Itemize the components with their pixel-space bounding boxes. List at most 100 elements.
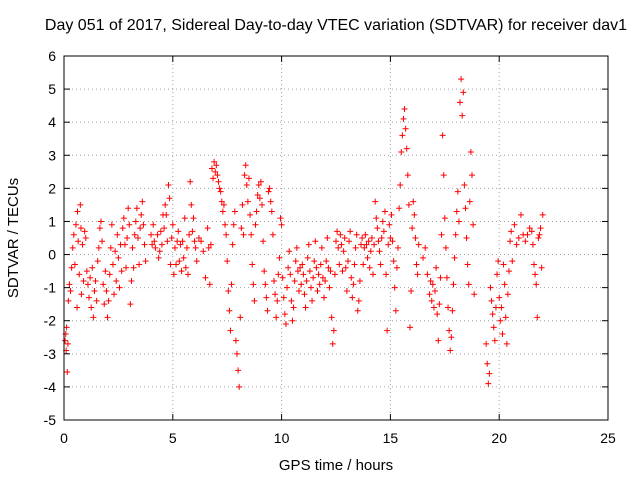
data-point	[432, 287, 439, 294]
data-point	[381, 208, 388, 215]
y-tick-label: -2	[44, 313, 57, 329]
data-point	[354, 307, 361, 314]
data-point	[281, 311, 288, 318]
data-point	[176, 258, 183, 265]
data-point	[534, 314, 541, 321]
data-point	[424, 271, 431, 278]
data-point	[245, 175, 252, 182]
data-point	[168, 235, 175, 241]
data-point	[340, 248, 347, 255]
data-point	[341, 235, 348, 241]
data-point	[504, 291, 511, 298]
data-point	[214, 172, 221, 179]
data-point	[179, 238, 186, 245]
data-point	[149, 241, 156, 248]
data-point	[93, 297, 100, 304]
y-tick-label: 0	[48, 247, 56, 263]
x-tick-labels: 0 5 10 15 20 25	[60, 430, 616, 446]
data-point	[71, 261, 78, 268]
data-point	[445, 304, 452, 311]
data-point	[342, 264, 349, 271]
data-point	[502, 314, 509, 321]
data-point	[403, 145, 410, 152]
data-point	[276, 254, 283, 261]
data-point	[101, 301, 108, 308]
data-point	[254, 191, 261, 198]
data-point	[227, 327, 234, 334]
data-point	[195, 235, 202, 241]
data-point	[448, 334, 455, 341]
data-point	[526, 225, 533, 232]
data-point	[119, 225, 126, 232]
data-point	[447, 347, 454, 354]
data-point	[182, 264, 189, 271]
data-point	[82, 235, 89, 241]
data-point	[265, 188, 272, 195]
data-point	[486, 370, 493, 377]
data-point	[268, 208, 275, 215]
data-point	[84, 281, 91, 288]
data-point	[334, 228, 341, 235]
data-point	[508, 228, 515, 235]
data-point	[211, 158, 218, 165]
data-point	[398, 148, 405, 155]
data-point	[260, 238, 267, 245]
x-tick-label: 25	[600, 430, 616, 446]
data-point	[181, 215, 188, 222]
data-point	[454, 188, 461, 195]
data-point	[222, 221, 229, 228]
data-point	[166, 195, 173, 202]
data-point	[392, 307, 399, 314]
data-point	[317, 261, 324, 268]
data-point	[443, 274, 450, 281]
data-point	[455, 218, 462, 225]
data-point	[389, 238, 396, 245]
data-point	[539, 211, 546, 218]
data-point	[127, 301, 134, 308]
data-point	[495, 258, 502, 265]
data-point	[371, 241, 378, 248]
data-point	[256, 195, 263, 202]
data-point	[404, 172, 411, 179]
data-point	[158, 241, 165, 248]
data-point	[134, 235, 141, 241]
y-tick-label: 2	[48, 180, 56, 196]
data-point	[275, 271, 282, 278]
data-point	[298, 281, 305, 288]
y-axis-label: SDTVAR / TECUs	[5, 178, 22, 298]
data-point	[412, 235, 419, 241]
data-point	[501, 281, 508, 288]
axis-ticks	[63, 55, 609, 421]
data-point	[385, 241, 392, 248]
data-point	[338, 241, 345, 248]
data-point	[113, 278, 120, 285]
data-point	[121, 241, 128, 248]
data-point	[279, 274, 286, 281]
data-point	[535, 235, 542, 241]
data-point	[70, 231, 77, 238]
data-point	[490, 324, 497, 331]
data-point	[96, 225, 103, 232]
data-point	[471, 291, 478, 298]
data-point	[356, 278, 363, 285]
data-point	[200, 248, 207, 255]
data-point	[141, 241, 148, 248]
data-point	[379, 218, 386, 225]
data-point	[369, 271, 376, 278]
data-point	[361, 244, 368, 251]
data-point	[396, 205, 403, 212]
data-point	[133, 205, 140, 212]
data-point	[64, 340, 71, 347]
plot-frame	[63, 55, 609, 421]
data-point	[87, 274, 94, 281]
data-point	[300, 271, 307, 278]
data-point	[62, 337, 69, 344]
data-point	[509, 258, 516, 265]
data-point	[114, 231, 121, 238]
data-point	[322, 278, 329, 285]
data-point	[427, 278, 434, 285]
data-point	[433, 264, 440, 271]
data-point	[202, 274, 209, 281]
data-point	[325, 264, 332, 271]
data-point	[315, 271, 322, 278]
